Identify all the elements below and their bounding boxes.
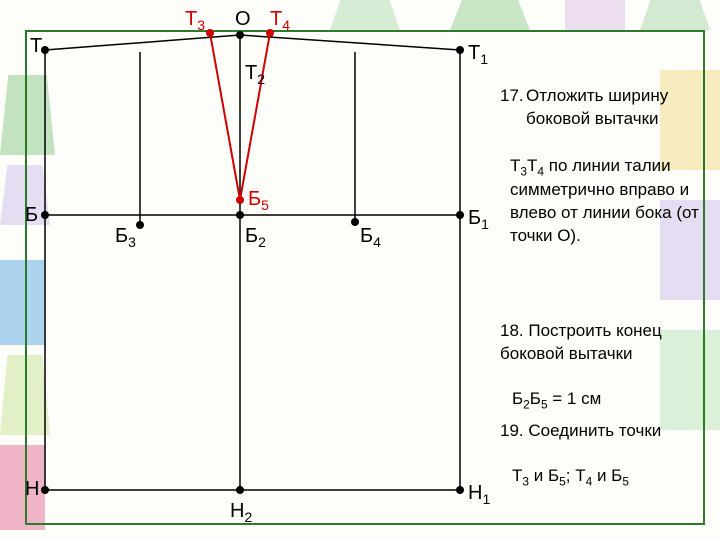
point xyxy=(41,486,49,494)
point-label: Т2 xyxy=(245,62,265,87)
construction-lines xyxy=(0,0,720,540)
point-label: Т3 xyxy=(185,8,205,33)
point-label: Т xyxy=(30,35,42,58)
point xyxy=(236,486,244,494)
point-label: Н1 xyxy=(468,482,490,507)
point-label: О xyxy=(235,8,251,31)
point-label: Б5 xyxy=(248,188,269,213)
point xyxy=(456,486,464,494)
point xyxy=(456,211,464,219)
point xyxy=(136,221,144,229)
point-label: Б2 xyxy=(245,225,266,250)
point-label: Н xyxy=(25,478,39,501)
point xyxy=(351,218,359,226)
point-label: Б xyxy=(25,204,38,227)
instruction-text: 18. Построить конец боковой вытачки xyxy=(500,320,700,366)
instruction-text: 17.Отложить ширину боковой вытачки xyxy=(500,85,700,131)
instruction-text: Т3 и Б5; Т4 и Б5 xyxy=(500,465,700,489)
point xyxy=(206,29,214,37)
point xyxy=(236,211,244,219)
point xyxy=(456,46,464,54)
point-label: Т4 xyxy=(270,8,290,33)
point xyxy=(41,211,49,219)
instruction-text: 19. Соединить точки xyxy=(500,420,700,443)
point-label: Б4 xyxy=(360,225,381,250)
point-label: Б1 xyxy=(468,207,489,232)
instruction-text: Б2Б5 = 1 см xyxy=(500,388,700,412)
point-label: Н2 xyxy=(230,500,252,525)
instruction-text: Т3Т4 по линии талии симметрично вправо и… xyxy=(500,155,700,248)
point-label: Б3 xyxy=(115,225,136,250)
point xyxy=(236,31,244,39)
point-label: Т1 xyxy=(468,42,488,67)
point xyxy=(236,196,244,204)
